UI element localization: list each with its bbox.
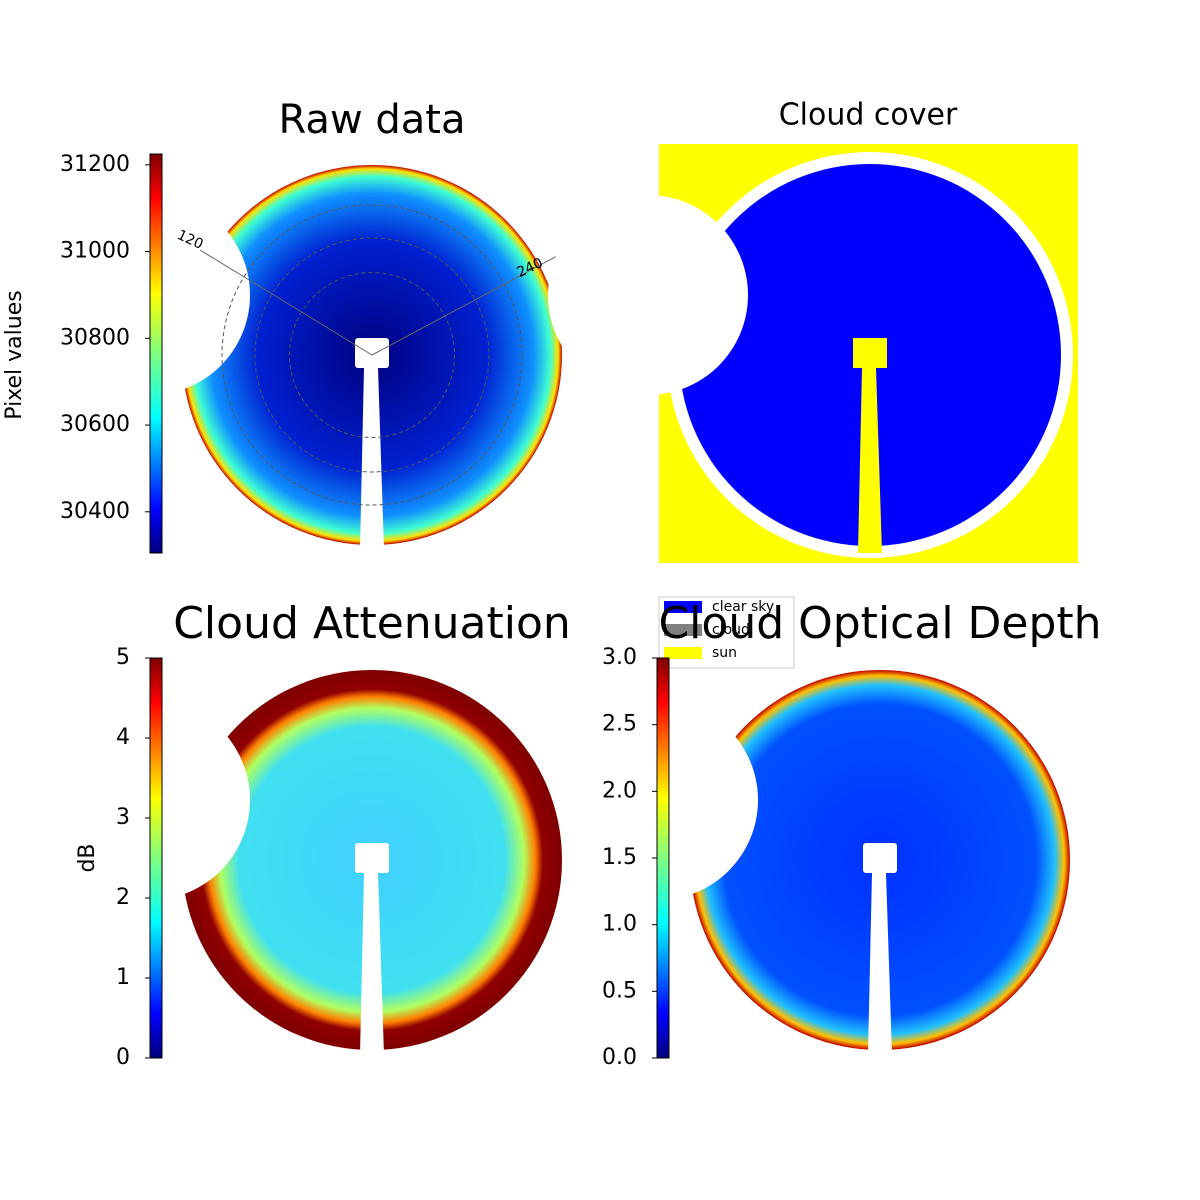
colorbar xyxy=(656,657,670,1059)
colorbar-label: dB xyxy=(75,843,100,872)
colorbar-label: Pixel values xyxy=(2,290,27,419)
sun-mast xyxy=(858,368,882,553)
colorbar-tick-label: 30800 xyxy=(60,325,130,350)
colorbar-tick-label: 4 xyxy=(116,725,130,750)
panel-title: Raw data xyxy=(279,97,466,143)
colorbar-tick-label: 30400 xyxy=(60,499,130,524)
mast-head xyxy=(863,843,897,873)
legend-swatch xyxy=(664,624,702,636)
colorbar-tick-label: 0.0 xyxy=(602,1045,637,1070)
sun-head xyxy=(853,338,887,368)
colorbar-tick-label: 3.0 xyxy=(602,645,637,670)
polar-grid xyxy=(289,272,455,438)
mast-head xyxy=(355,843,389,873)
legend-label: sun xyxy=(712,645,737,661)
polar-spoke xyxy=(371,247,573,356)
colorbar xyxy=(149,153,163,554)
colorbar-tick-label: 1.0 xyxy=(602,912,637,937)
panel-title: Cloud Attenuation xyxy=(173,598,571,649)
colorbar-tick-label: 0.5 xyxy=(602,978,637,1003)
colorbar-tick-label: 30600 xyxy=(60,412,130,437)
legend-swatch xyxy=(664,601,702,613)
images xyxy=(50,144,1078,1055)
colorbar xyxy=(149,657,163,1059)
polar-grid xyxy=(254,237,490,473)
mast xyxy=(868,873,892,1055)
colorbar-tick-label: 2 xyxy=(116,885,130,910)
colorbar-tick-label: 31200 xyxy=(60,152,130,177)
colorbar-tick-label: 0 xyxy=(116,1045,130,1070)
colorbar-tick-label: 1.5 xyxy=(602,845,637,870)
mast-head xyxy=(355,338,389,368)
legend-label: clear sky xyxy=(712,599,774,615)
colorbar-tick-label: 2.0 xyxy=(602,778,637,803)
panel-title: Cloud cover xyxy=(779,98,958,133)
image-notch xyxy=(548,195,748,395)
legend-swatch xyxy=(664,647,702,659)
polar-spoke xyxy=(199,249,373,356)
colorbar-tick-label: 1 xyxy=(116,965,130,990)
polar-grid xyxy=(221,204,523,506)
mast xyxy=(360,873,384,1055)
colorbar-tick-label: 3 xyxy=(116,805,130,830)
colorbar-tick-label: 2.5 xyxy=(602,712,637,737)
panel-title: Cloud Optical Depth xyxy=(658,598,1101,649)
colorbar-tick-label: 5 xyxy=(116,645,130,670)
legend-label: cloud xyxy=(712,622,750,638)
colorbar-tick-label: 31000 xyxy=(60,239,130,264)
